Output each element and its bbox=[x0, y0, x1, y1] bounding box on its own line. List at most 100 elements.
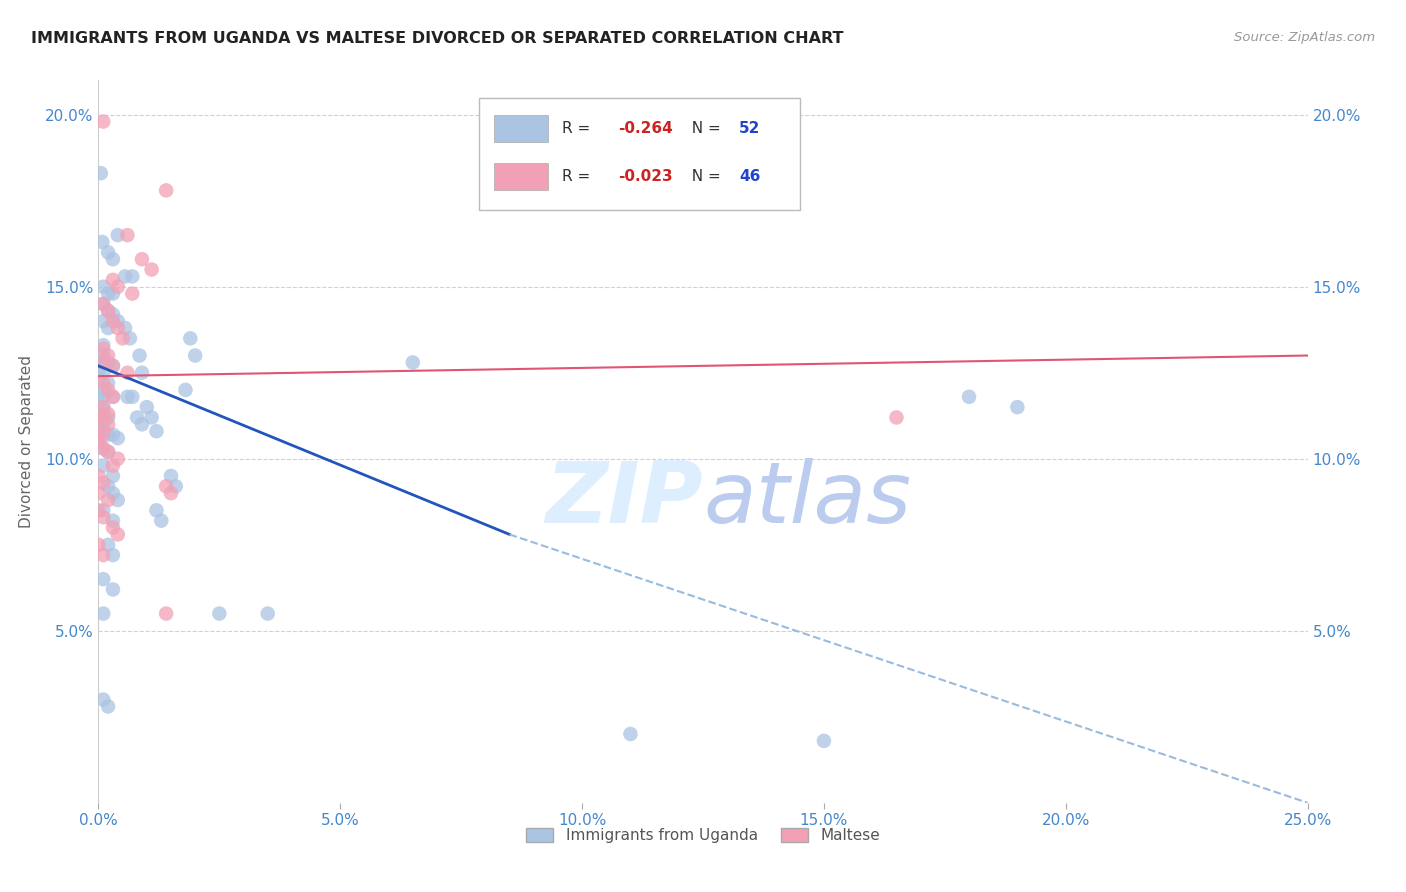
Point bbox=[145, 503, 167, 517]
Point bbox=[208, 607, 231, 621]
Point bbox=[150, 514, 173, 528]
Point bbox=[91, 235, 114, 249]
Point bbox=[91, 475, 114, 490]
Point bbox=[87, 469, 110, 483]
Point bbox=[101, 520, 124, 534]
FancyBboxPatch shape bbox=[479, 98, 800, 211]
Point bbox=[87, 434, 110, 449]
Point bbox=[184, 349, 207, 363]
Point bbox=[91, 572, 114, 586]
FancyBboxPatch shape bbox=[494, 162, 548, 190]
Point bbox=[117, 390, 139, 404]
Point bbox=[141, 410, 163, 425]
Point bbox=[131, 366, 153, 380]
Point bbox=[97, 407, 120, 421]
Point bbox=[91, 114, 114, 128]
Point bbox=[121, 269, 143, 284]
Point bbox=[91, 297, 114, 311]
Point bbox=[97, 417, 120, 432]
Point bbox=[91, 390, 114, 404]
Point bbox=[107, 493, 129, 508]
Point bbox=[101, 390, 124, 404]
Text: 46: 46 bbox=[740, 169, 761, 184]
Point bbox=[101, 359, 124, 373]
Point bbox=[118, 331, 141, 345]
Point bbox=[97, 699, 120, 714]
Point bbox=[91, 427, 114, 442]
Text: atlas: atlas bbox=[703, 458, 911, 541]
Point bbox=[117, 228, 139, 243]
Point bbox=[97, 355, 120, 369]
Legend: Immigrants from Uganda, Maltese: Immigrants from Uganda, Maltese bbox=[520, 822, 886, 849]
Point bbox=[131, 252, 153, 267]
Point bbox=[97, 493, 120, 508]
Text: R =: R = bbox=[561, 169, 595, 184]
Point bbox=[101, 486, 124, 500]
Point bbox=[87, 424, 110, 438]
Point bbox=[91, 366, 114, 380]
Point bbox=[101, 314, 124, 328]
Point bbox=[101, 273, 124, 287]
Point bbox=[91, 692, 114, 706]
Text: 52: 52 bbox=[740, 121, 761, 136]
Point bbox=[107, 279, 129, 293]
Point bbox=[101, 427, 124, 442]
Point bbox=[87, 503, 110, 517]
FancyBboxPatch shape bbox=[494, 115, 548, 143]
Point bbox=[155, 479, 177, 493]
Point bbox=[155, 183, 177, 197]
Point bbox=[97, 383, 120, 397]
Point bbox=[107, 431, 129, 445]
Point bbox=[87, 410, 110, 425]
Point bbox=[87, 486, 110, 500]
Point bbox=[97, 376, 120, 390]
Point bbox=[97, 286, 120, 301]
Point bbox=[160, 469, 183, 483]
Text: N =: N = bbox=[682, 169, 725, 184]
Point bbox=[97, 538, 120, 552]
Point bbox=[87, 400, 110, 414]
Text: Source: ZipAtlas.com: Source: ZipAtlas.com bbox=[1234, 31, 1375, 45]
Point bbox=[91, 297, 114, 311]
Point bbox=[619, 727, 641, 741]
Point bbox=[1007, 400, 1029, 414]
Point bbox=[91, 442, 114, 456]
Point bbox=[97, 445, 120, 459]
Point bbox=[91, 442, 114, 456]
Point bbox=[97, 321, 120, 335]
Point bbox=[155, 607, 177, 621]
Point bbox=[97, 245, 120, 260]
Point bbox=[101, 548, 124, 562]
Point bbox=[91, 349, 114, 363]
Point bbox=[87, 424, 110, 438]
Point bbox=[145, 424, 167, 438]
Point bbox=[117, 366, 139, 380]
Point bbox=[131, 417, 153, 432]
Point bbox=[128, 349, 150, 363]
Y-axis label: Divorced or Separated: Divorced or Separated bbox=[20, 355, 34, 528]
Point bbox=[101, 390, 124, 404]
Point bbox=[87, 434, 110, 449]
Point bbox=[91, 458, 114, 473]
Point bbox=[165, 479, 187, 493]
Point bbox=[91, 548, 114, 562]
Point bbox=[97, 410, 120, 425]
Point bbox=[91, 376, 114, 390]
Point bbox=[957, 390, 980, 404]
Point bbox=[813, 734, 835, 748]
Text: R =: R = bbox=[561, 121, 595, 136]
Point bbox=[87, 366, 110, 380]
Point bbox=[91, 410, 114, 425]
Point bbox=[107, 527, 129, 541]
Point bbox=[87, 373, 110, 387]
Point bbox=[174, 383, 197, 397]
Point bbox=[101, 582, 124, 597]
Point bbox=[121, 390, 143, 404]
Text: -0.264: -0.264 bbox=[619, 121, 673, 136]
Point bbox=[91, 503, 114, 517]
Point bbox=[127, 410, 149, 425]
Point bbox=[101, 359, 124, 373]
Point bbox=[87, 390, 110, 404]
Point bbox=[111, 331, 134, 345]
Point bbox=[160, 486, 183, 500]
